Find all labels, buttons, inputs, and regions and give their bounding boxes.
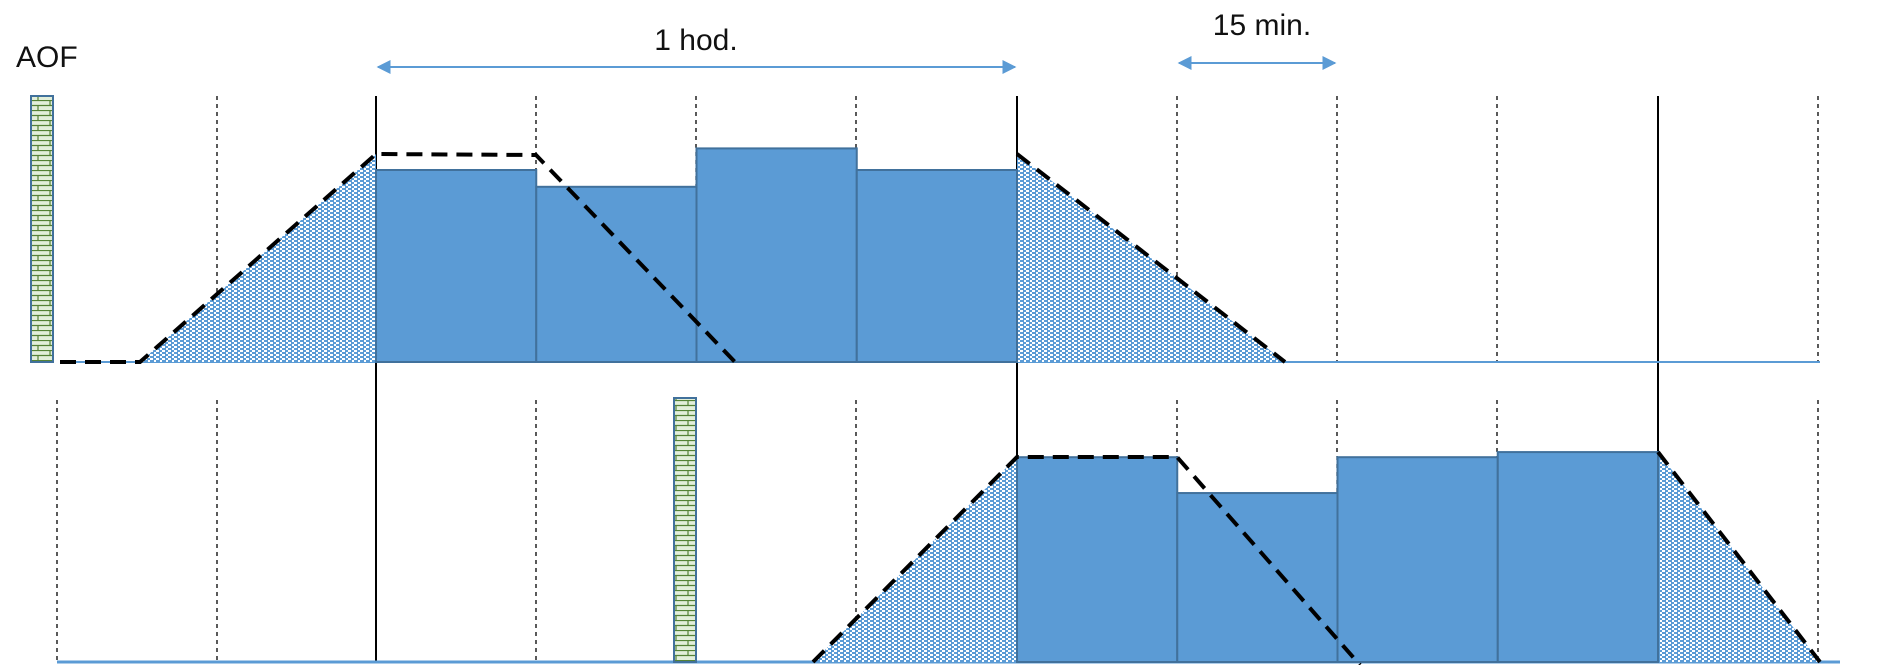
energy-block <box>535 185 698 363</box>
bottom-panel-blocks <box>1016 451 1659 664</box>
energy-block <box>375 169 538 363</box>
quarter-span-label: 15 min. <box>1213 9 1311 42</box>
top-panel-blocks <box>375 147 1018 363</box>
aof-marker-bottom <box>673 397 697 663</box>
hour-span-label: 1 hod. <box>654 24 737 57</box>
energy-block <box>695 147 858 363</box>
aof-label: AOF <box>16 41 78 74</box>
energy-block <box>1496 451 1659 663</box>
bottom-dashed-ramp-down <box>1656 450 1822 664</box>
bottom-ramp-up <box>813 457 1017 662</box>
energy-block <box>855 169 1018 363</box>
energy-block <box>1016 456 1179 664</box>
top-dashed-ramp-down <box>1015 152 1287 364</box>
energy-block <box>1336 456 1499 664</box>
top-dashed-profile <box>60 151 737 364</box>
bottom-dashed-profile <box>811 455 1362 665</box>
aof-marker-top <box>30 95 54 363</box>
energy-block <box>1176 492 1339 664</box>
